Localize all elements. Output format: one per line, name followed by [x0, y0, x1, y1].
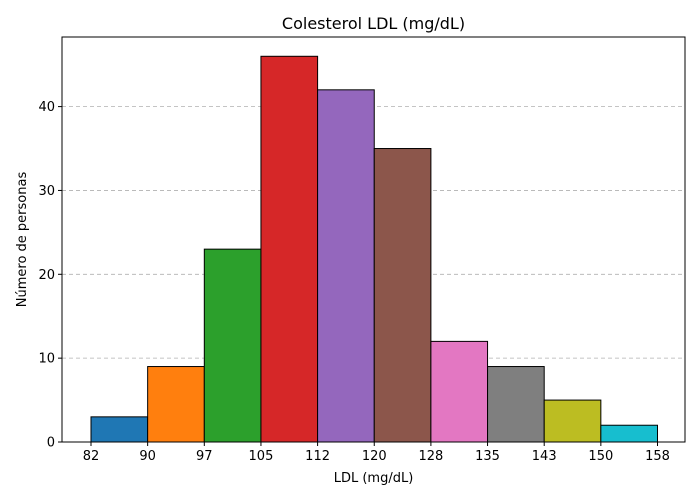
x-axis-ticks: 82 90 97 105 112 120 128 135 143 150 158 [83, 442, 670, 464]
y-tick-label: 20 [38, 268, 55, 283]
histogram-bar [543, 399, 602, 443]
plot-frame [61, 36, 686, 443]
x-tick-label: 105 [249, 449, 274, 464]
y-tick-label: 30 [38, 184, 55, 199]
x-tick-label: 120 [362, 449, 387, 464]
x-tick-label: 82 [83, 449, 100, 464]
x-tick-label: 135 [475, 449, 500, 464]
x-tick-label: 112 [305, 449, 330, 464]
y-tick-label: 0 [47, 436, 55, 451]
histogram-bar [373, 148, 432, 443]
histogram-bar [600, 424, 658, 443]
histogram-bar [260, 55, 319, 443]
histogram-bar [90, 416, 149, 443]
histogram-bar [317, 89, 375, 443]
x-tick-label: 143 [532, 449, 557, 464]
y-tick-label: 40 [38, 100, 55, 115]
chart-title: Colesterol LDL (mg/dL) [282, 14, 465, 33]
x-tick-label: 158 [645, 449, 670, 464]
x-tick-label: 150 [588, 449, 613, 464]
x-axis-label: LDL (mg/dL) [334, 471, 414, 486]
x-tick-label: 90 [139, 449, 156, 464]
histogram-bar [147, 366, 205, 443]
x-tick-label: 128 [418, 449, 443, 464]
y-tick-label: 10 [38, 352, 55, 367]
x-tick-label: 97 [196, 449, 213, 464]
y-axis-ticks: 0 10 20 30 40 [38, 100, 62, 451]
histogram-bar [487, 366, 545, 443]
y-axis-label: Número de personas [15, 172, 30, 308]
histogram-bar [430, 340, 489, 443]
histogram-bar [203, 248, 262, 443]
